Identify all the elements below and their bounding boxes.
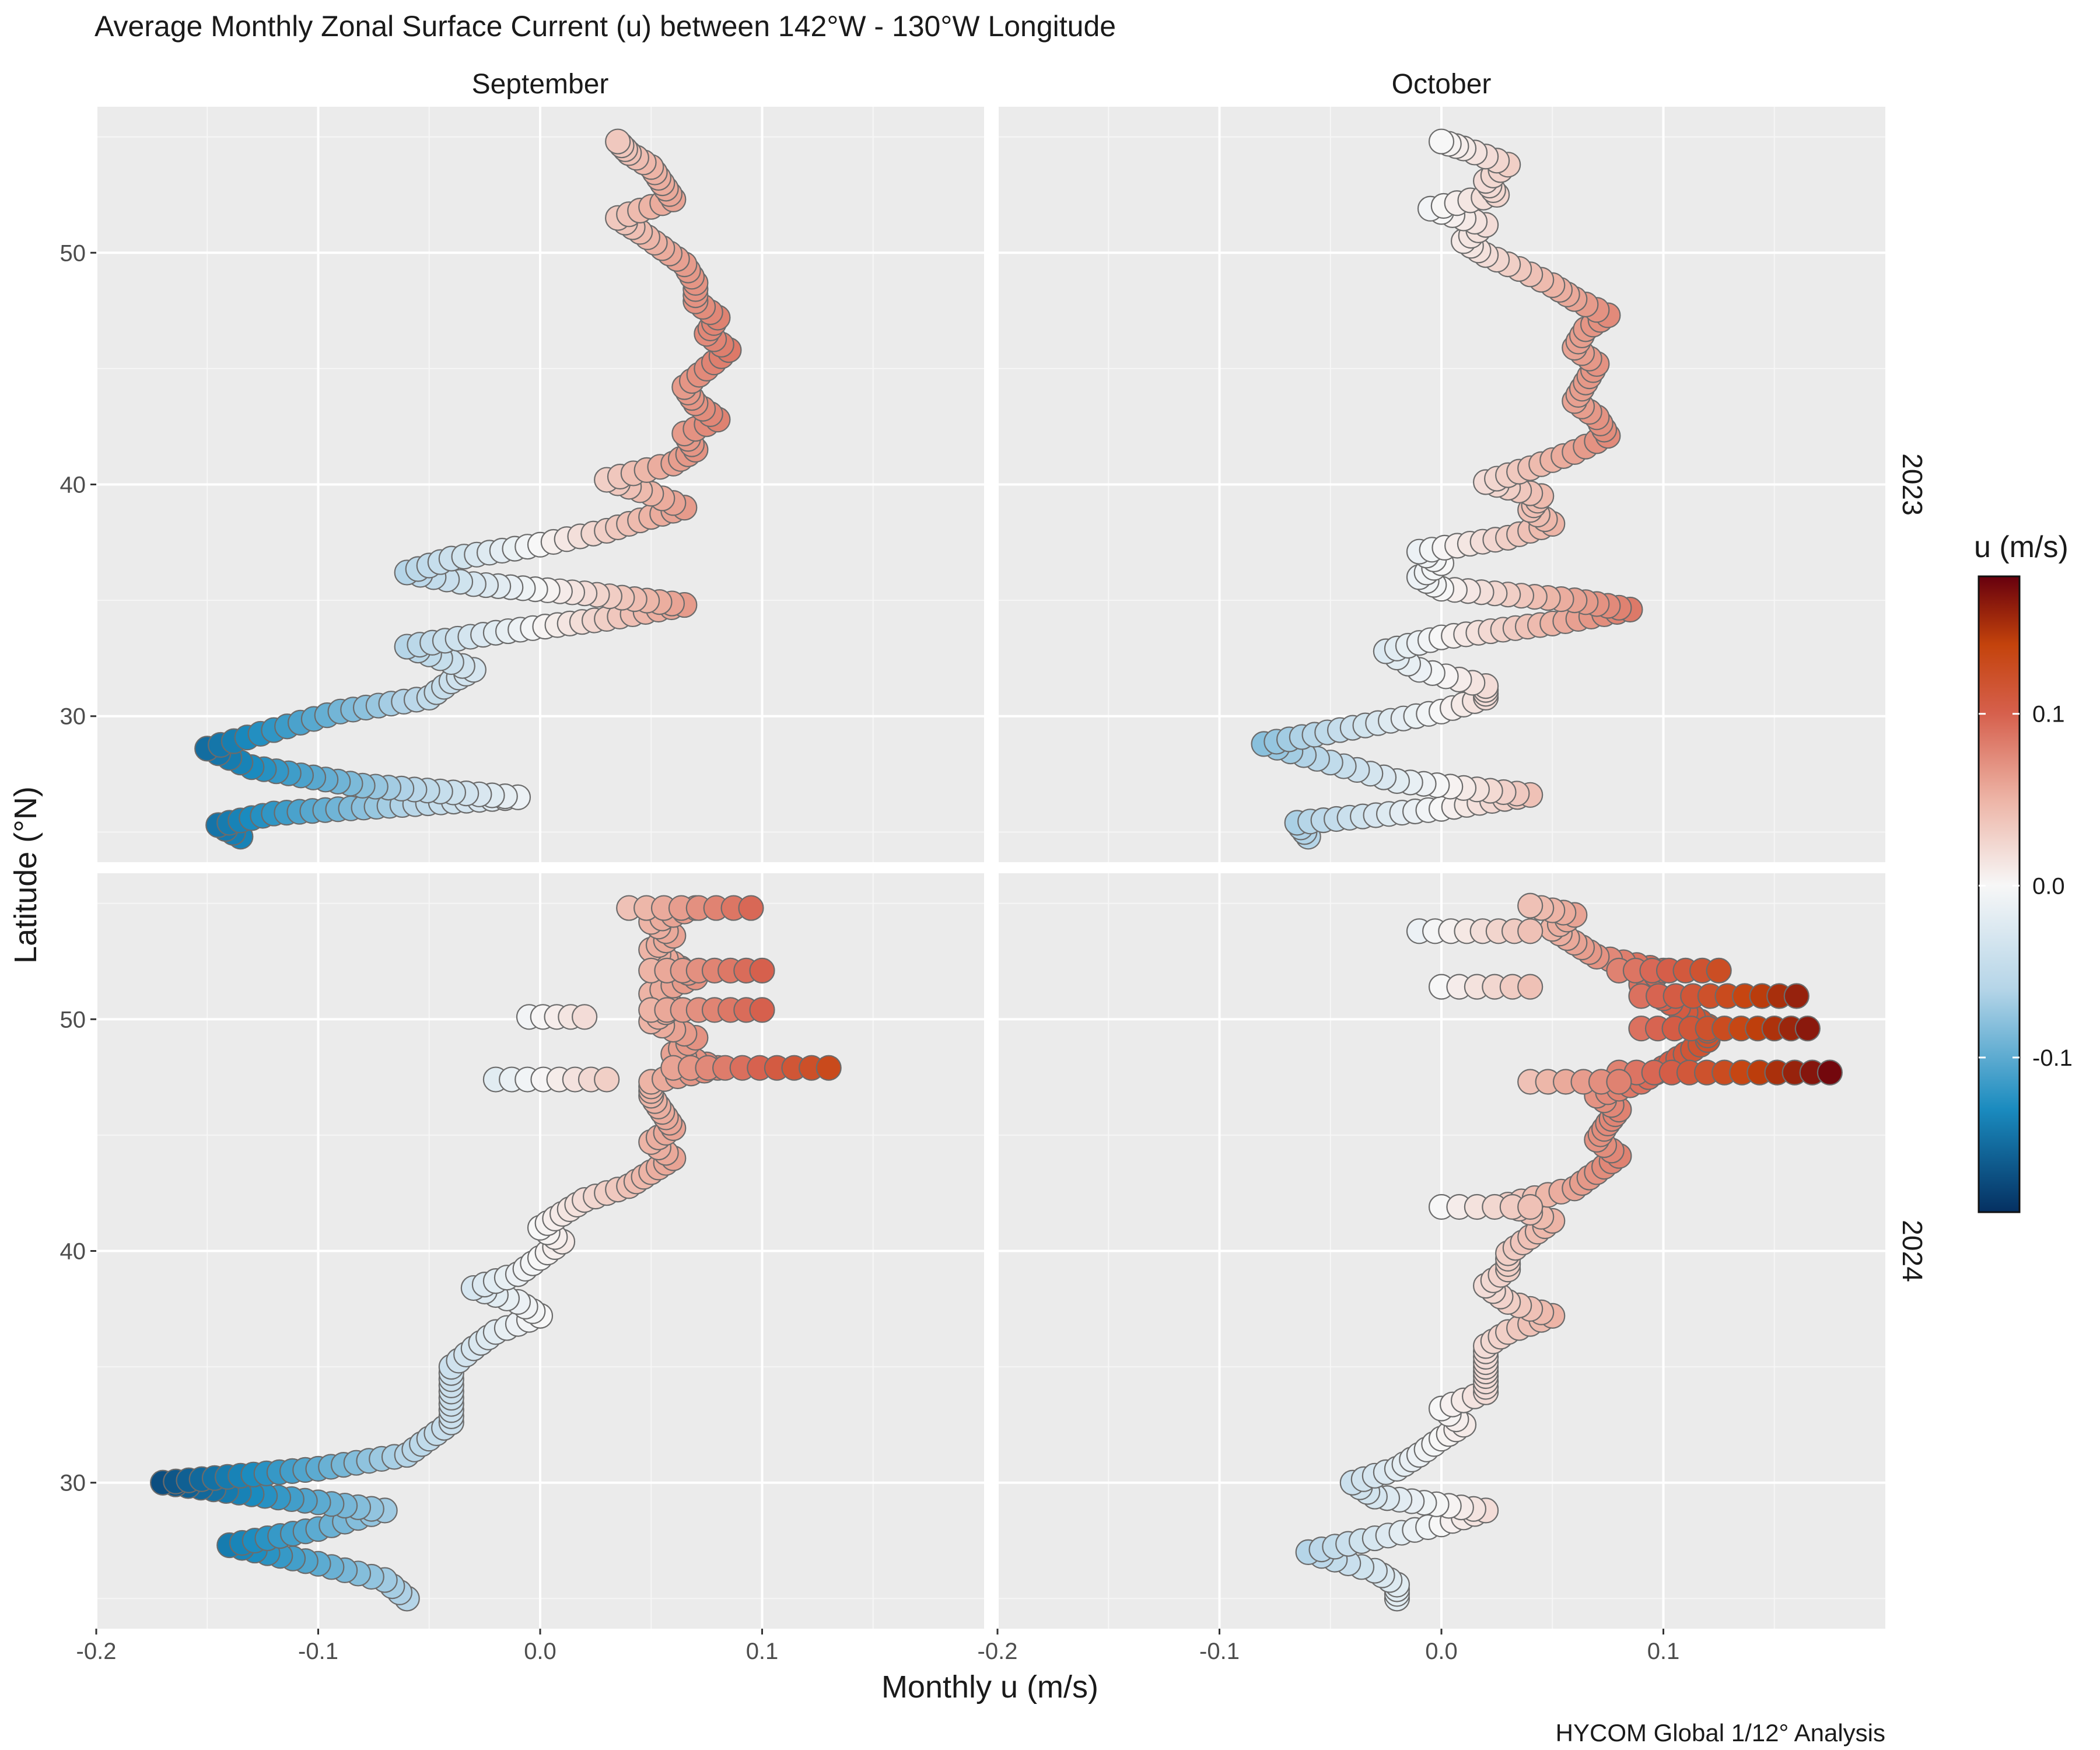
facet-panel-october-2024: -0.2 -0.1 0.0 0.1 (978, 873, 1885, 1664)
facet-panel-october-2023 (996, 107, 1885, 862)
facet-strip-october (998, 55, 1885, 104)
legend-title: u (m/s) (1974, 530, 2068, 564)
y-tick-label: 50 (60, 240, 86, 266)
facet-row-label: 2024 (1896, 1220, 1927, 1282)
x-axis-label: Monthly u (m/s) (881, 1670, 1098, 1704)
data-point (1606, 1069, 1632, 1095)
facet-panels: September October 2023 2024 30 40 50 30 40 50 -0.2… (60, 55, 1927, 1664)
y-axis-label: Latitude (°N) (8, 786, 43, 964)
data-point (749, 957, 775, 984)
caption: HYCOM Global 1/12° Analysis (1556, 1719, 1885, 1746)
y-tick-label: 30 (60, 704, 86, 730)
x-tick-label: -0.2 (978, 1639, 1018, 1664)
data-point (1517, 892, 1544, 919)
data-point (738, 895, 764, 921)
data-point (1428, 128, 1455, 155)
data-point (1817, 1059, 1843, 1086)
x-tick-label: 0.0 (1425, 1639, 1458, 1664)
facet-panel-september-2023: 30 40 50 (60, 107, 984, 862)
data-point (594, 1066, 620, 1093)
y-tick-label: 50 (60, 1007, 86, 1032)
legend-tick-label: 0.0 (2032, 873, 2065, 899)
facet-column-label: October (1392, 69, 1492, 100)
legend-tick-label: 0.1 (2032, 702, 2065, 727)
x-tick-label: -0.2 (76, 1639, 117, 1664)
data-point (1517, 918, 1544, 944)
x-tick-label: -0.1 (1199, 1639, 1240, 1664)
x-tick-label: 0.1 (1647, 1639, 1680, 1664)
legend-tick-label: -0.1 (2032, 1045, 2073, 1071)
data-point (1517, 1194, 1544, 1220)
x-tick-label: 0.1 (746, 1639, 779, 1664)
chart-title: Average Monthly Zonal Surface Current (u… (94, 10, 1116, 43)
y-tick-label: 40 (60, 1239, 86, 1265)
data-point (1794, 1016, 1821, 1042)
data-point (605, 128, 631, 155)
facet-panel-september-2024: 30 40 50 -0.2 -0.1 0.0 0.1 (60, 873, 984, 1664)
data-point (816, 1055, 842, 1081)
data-point (571, 1004, 598, 1030)
x-tick-label: -0.1 (298, 1639, 338, 1664)
data-point (749, 997, 775, 1023)
color-legend: u (m/s) 0.1 0.0 -0.1 (1974, 530, 2073, 1213)
data-point (1517, 974, 1544, 1000)
y-tick-label: 30 (60, 1471, 86, 1496)
x-tick-label: 0.0 (524, 1639, 556, 1664)
facet-strip-september (96, 55, 984, 104)
facet-row-label: 2023 (1896, 453, 1927, 516)
data-point (1706, 957, 1732, 984)
facet-column-label: September (472, 69, 609, 100)
legend-colorbar (1978, 575, 2021, 1213)
y-tick-label: 40 (60, 473, 86, 498)
data-point (1783, 983, 1810, 1009)
